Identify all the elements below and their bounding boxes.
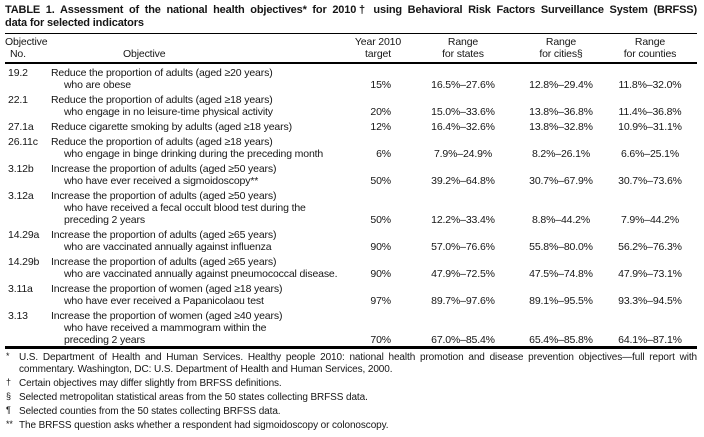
column-header-target: Year 2010 target bbox=[349, 33, 407, 64]
footnote: § Selected metropolitan statistical area… bbox=[5, 391, 697, 404]
target-value: 6% bbox=[376, 148, 391, 160]
range-for-states: 7.9%–24.9% bbox=[433, 148, 493, 160]
table-header: Objective No. Objective Year 2010 target… bbox=[5, 33, 697, 64]
range-for-counties: 10.9%–31.1% bbox=[618, 121, 682, 133]
table-row: 27.1a Reduce cigarette smoking by adults… bbox=[5, 118, 697, 133]
objective-no: 27.1a bbox=[8, 121, 34, 133]
range-for-states: 16.5%–27.6% bbox=[431, 79, 495, 91]
footnote-text: Certain objectives may differ slightly f… bbox=[19, 378, 282, 389]
range-for-cities: 47.5%–74.8% bbox=[529, 268, 593, 280]
objective-text: Increase the proportion of adults (aged … bbox=[51, 256, 338, 280]
table-row: 14.29a Increase the proportion of adults… bbox=[5, 226, 697, 253]
range-for-states: 39.2%–64.8% bbox=[431, 175, 495, 187]
target-value: 20% bbox=[370, 106, 391, 118]
footnote: ** The BRFSS question asks whether a res… bbox=[5, 419, 697, 432]
objective-no: 19.2 bbox=[8, 67, 28, 79]
range-for-counties: 47.9%–73.1% bbox=[618, 268, 682, 280]
range-for-states: 57.0%–76.6% bbox=[431, 241, 495, 253]
range-for-states: 47.9%–72.5% bbox=[431, 268, 495, 280]
target-value: 50% bbox=[370, 175, 391, 187]
objective-text: Increase the proportion of adults (aged … bbox=[51, 163, 277, 187]
range-for-cities: 8.8%–44.2% bbox=[531, 214, 591, 226]
page-title-line1: TABLE 1. Assessment of the national heal… bbox=[5, 4, 697, 16]
objective-text: Reduce the proportion of adults (aged ≥2… bbox=[51, 67, 273, 91]
range-for-cities: 89.1%–95.5% bbox=[529, 295, 593, 307]
table-row: 22.1 Reduce the proportion of adults (ag… bbox=[5, 91, 697, 118]
range-for-counties: 11.4%–36.8% bbox=[618, 106, 682, 118]
objective-no: 22.1 bbox=[8, 94, 28, 106]
objective-no: 26.11c bbox=[8, 136, 38, 148]
target-value: 50% bbox=[370, 214, 391, 226]
range-for-counties: 11.8%–32.0% bbox=[618, 79, 682, 91]
footnote-text: Selected metropolitan statistical areas … bbox=[19, 392, 368, 403]
footnote-text: The BRFSS question asks whether a respon… bbox=[19, 420, 389, 431]
footnote: † Certain objectives may differ slightly… bbox=[5, 377, 697, 390]
objective-no: 3.12b bbox=[8, 163, 34, 175]
objective-no: 14.29a bbox=[8, 229, 40, 241]
range-for-cities: 13.8%–36.8% bbox=[529, 106, 593, 118]
target-value: 12% bbox=[370, 121, 391, 133]
table-row: 26.11c Reduce the proportion of adults (… bbox=[5, 133, 697, 160]
range-for-counties: 93.3%–94.5% bbox=[618, 295, 682, 307]
range-for-counties: 6.6%–25.1% bbox=[620, 148, 680, 160]
footnote: ¶ Selected counties from the 50 states c… bbox=[5, 405, 697, 418]
footnote-marker: ** bbox=[6, 419, 13, 429]
footnote-marker: * bbox=[6, 351, 10, 361]
objective-no: 3.11a bbox=[8, 283, 33, 295]
range-for-counties: 56.2%–76.3% bbox=[618, 241, 682, 253]
range-for-counties: 7.9%–44.2% bbox=[620, 214, 680, 226]
page-title: TABLE 1. Assessment of the national heal… bbox=[5, 4, 697, 30]
objective-no: 14.29b bbox=[8, 256, 40, 268]
page-title-line2: data for selected indicators bbox=[5, 17, 144, 29]
footnotes: * U.S. Department of Health and Human Se… bbox=[5, 351, 697, 432]
footnote-marker: ¶ bbox=[6, 405, 11, 415]
range-for-cities: 55.8%–80.0% bbox=[529, 241, 593, 253]
range-for-cities: 13.8%–32.8% bbox=[529, 121, 593, 133]
footnote-text: U.S. Department of Health and Human Serv… bbox=[19, 352, 697, 375]
objective-no: 3.13 bbox=[8, 310, 28, 322]
table-row: 19.2 Reduce the proportion of adults (ag… bbox=[5, 63, 697, 91]
footnote-marker: † bbox=[6, 377, 11, 387]
objective-text: Increase the proportion of adults (aged … bbox=[51, 190, 306, 226]
table-row: 14.29b Increase the proportion of adults… bbox=[5, 253, 697, 280]
table-row: 3.12a Increase the proportion of adults … bbox=[5, 187, 697, 226]
range-for-counties: 30.7%–73.6% bbox=[618, 175, 682, 187]
target-value: 15% bbox=[370, 79, 391, 91]
footnote-marker: § bbox=[6, 391, 11, 401]
objective-text: Reduce the proportion of adults (aged ≥1… bbox=[51, 136, 324, 160]
assessment-table: Objective No. Objective Year 2010 target… bbox=[5, 33, 697, 349]
objective-text: Increase the proportion of women (aged ≥… bbox=[51, 310, 283, 346]
range-for-cities: 65.4%–85.8% bbox=[529, 334, 593, 346]
objective-text: Increase the proportion of women (aged ≥… bbox=[51, 283, 283, 307]
range-for-states: 15.0%–33.6% bbox=[431, 106, 495, 118]
target-value: 90% bbox=[370, 241, 391, 253]
column-header-objective-no: Objective No. bbox=[5, 33, 51, 64]
target-value: 70% bbox=[370, 334, 391, 346]
footnote-text: Selected counties from the 50 states col… bbox=[19, 406, 281, 417]
objective-text: Increase the proportion of adults (aged … bbox=[51, 229, 277, 253]
range-for-states: 89.7%–97.6% bbox=[431, 295, 495, 307]
target-value: 90% bbox=[370, 268, 391, 280]
range-for-states: 12.2%–33.4% bbox=[431, 214, 495, 226]
table-row: 3.13 Increase the proportion of women (a… bbox=[5, 307, 697, 348]
objective-text: Reduce the proportion of adults (aged ≥1… bbox=[51, 94, 273, 118]
objective-text: Reduce cigarette smoking by adults (aged… bbox=[51, 121, 292, 133]
range-for-states: 16.4%–32.6% bbox=[431, 121, 495, 133]
range-for-cities: 8.2%–26.1% bbox=[531, 148, 591, 160]
objective-no: 3.12a bbox=[8, 190, 34, 202]
column-header-objective: Objective bbox=[51, 33, 349, 64]
table-row: 3.11a Increase the proportion of women (… bbox=[5, 280, 697, 307]
column-header-range-cities: Range for cities§ bbox=[519, 33, 603, 64]
range-for-counties: 64.1%–87.1% bbox=[618, 334, 682, 346]
column-header-range-counties: Range for counties bbox=[603, 33, 697, 64]
target-value: 97% bbox=[370, 295, 391, 307]
footnote: * U.S. Department of Health and Human Se… bbox=[5, 351, 697, 376]
column-header-range-states: Range for states bbox=[407, 33, 519, 64]
range-for-cities: 30.7%–67.9% bbox=[529, 175, 593, 187]
range-for-states: 67.0%–85.4% bbox=[431, 334, 495, 346]
table-row: 3.12b Increase the proportion of adults … bbox=[5, 160, 697, 187]
range-for-cities: 12.8%–29.4% bbox=[529, 79, 593, 91]
